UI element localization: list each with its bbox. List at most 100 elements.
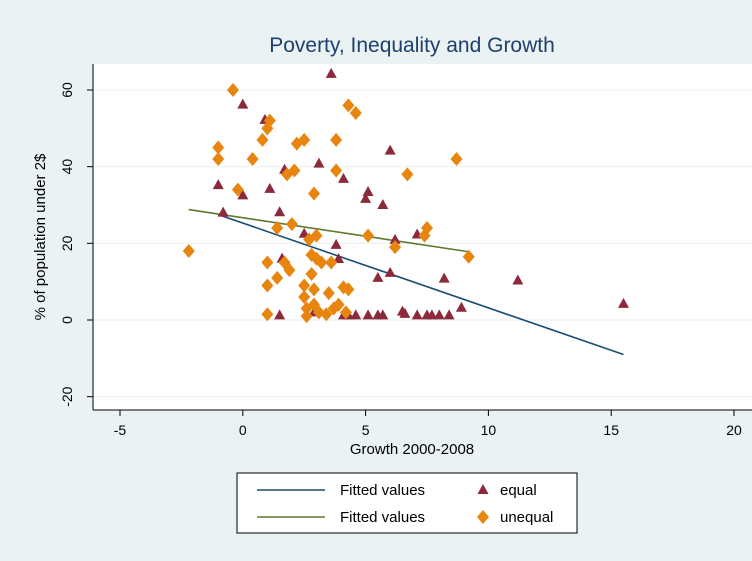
legend-marker-equal bbox=[477, 484, 489, 494]
x-tick-label: 0 bbox=[239, 422, 247, 438]
chart-title: Poverty, Inequality and Growth bbox=[269, 34, 555, 57]
equal-point bbox=[212, 179, 224, 190]
y-tick-label: 40 bbox=[59, 159, 75, 175]
y-axis-label: % of population under 2$ bbox=[32, 153, 49, 320]
equal-point bbox=[455, 301, 467, 312]
unequal-point bbox=[285, 217, 298, 232]
unequal-point bbox=[342, 282, 355, 297]
unequal-point bbox=[421, 221, 433, 235]
unequal-point bbox=[226, 83, 239, 97]
unequal-point bbox=[288, 163, 301, 178]
unequal-point bbox=[389, 240, 402, 255]
equal-point bbox=[350, 309, 362, 320]
legend-label: equal bbox=[500, 482, 537, 499]
equal-point bbox=[399, 307, 411, 318]
equal-point bbox=[333, 253, 345, 264]
unequal-point bbox=[271, 270, 284, 285]
x-tick-label: 20 bbox=[726, 422, 742, 438]
equal-point bbox=[264, 182, 276, 193]
unequal-point bbox=[325, 255, 338, 270]
unequal-point bbox=[212, 152, 225, 166]
unequal-point bbox=[256, 132, 269, 147]
equal-point bbox=[384, 266, 396, 277]
unequal-point bbox=[231, 182, 244, 197]
equal-point bbox=[389, 233, 401, 244]
data-points bbox=[182, 67, 629, 324]
unequal-point bbox=[261, 307, 274, 322]
equal-point bbox=[360, 192, 372, 203]
equal-point bbox=[237, 98, 249, 109]
unequal-point bbox=[263, 113, 276, 128]
equal-point bbox=[237, 189, 249, 200]
unequal-point bbox=[332, 297, 345, 312]
fitted-line-unequal bbox=[188, 208, 469, 253]
unequal-point bbox=[322, 286, 335, 301]
unequal-point bbox=[298, 278, 311, 293]
unequal-point bbox=[300, 309, 313, 324]
unequal-point bbox=[315, 255, 328, 270]
equal-point bbox=[337, 172, 349, 183]
unequal-point bbox=[308, 186, 321, 201]
y-tick-label: 60 bbox=[59, 82, 75, 98]
unequal-point bbox=[330, 132, 343, 147]
equal-point bbox=[377, 309, 389, 320]
unequal-point bbox=[349, 106, 362, 120]
unequal-point bbox=[305, 247, 318, 262]
equal-point bbox=[411, 309, 423, 320]
unequal-point bbox=[362, 228, 375, 243]
unequal-point bbox=[330, 163, 343, 178]
unequal-point bbox=[339, 305, 352, 320]
axes: -20 0 20 40 60 -5 0 5 10 15 20 bbox=[59, 64, 752, 438]
unequal-point bbox=[298, 132, 311, 147]
equal-point bbox=[330, 238, 342, 249]
y-tick-label: -20 bbox=[59, 386, 75, 406]
unequal-point bbox=[246, 152, 259, 166]
x-tick-label: 10 bbox=[481, 422, 497, 438]
legend-marker-unequal bbox=[477, 510, 489, 524]
legend: Fitted values equal Fitted values unequal bbox=[236, 472, 578, 534]
unequal-point bbox=[182, 244, 195, 258]
equal-point bbox=[443, 309, 455, 320]
equal-point bbox=[617, 297, 629, 308]
equal-point bbox=[274, 206, 286, 217]
x-axis-label: Growth 2000-2008 bbox=[350, 441, 474, 458]
equal-point bbox=[384, 144, 396, 155]
fitted-lines bbox=[188, 208, 624, 356]
unequal-point bbox=[462, 249, 475, 264]
legend-label: Fitted values bbox=[340, 509, 425, 526]
equal-point bbox=[217, 206, 229, 217]
fitted-line-equal bbox=[217, 213, 624, 356]
unequal-point bbox=[212, 140, 225, 155]
x-tick-label: 5 bbox=[362, 422, 370, 438]
grid-lines bbox=[93, 89, 752, 398]
equal-point bbox=[325, 67, 337, 78]
unequal-point bbox=[310, 228, 323, 243]
legend-label: Fitted values bbox=[340, 482, 425, 499]
y-tick-label: 0 bbox=[59, 316, 75, 324]
unequal-point bbox=[308, 282, 321, 297]
unequal-point bbox=[450, 152, 463, 166]
unequal-point bbox=[298, 290, 311, 304]
unequal-point bbox=[305, 267, 318, 281]
equal-point bbox=[438, 272, 450, 283]
equal-point bbox=[512, 274, 524, 285]
y-tick-label: 20 bbox=[59, 235, 75, 251]
equal-point bbox=[274, 309, 286, 320]
equal-point bbox=[426, 309, 438, 320]
unequal-point bbox=[261, 255, 274, 270]
unequal-point bbox=[401, 167, 414, 182]
equal-point bbox=[313, 157, 325, 168]
unequal-point bbox=[342, 98, 355, 113]
unequal-point bbox=[283, 263, 296, 278]
x-tick-label: 15 bbox=[603, 422, 619, 438]
unequal-point bbox=[320, 307, 333, 322]
equal-point bbox=[362, 309, 374, 320]
legend-label: unequal bbox=[500, 509, 553, 526]
x-tick-label: -5 bbox=[114, 422, 127, 438]
unequal-point bbox=[271, 221, 284, 235]
unequal-point bbox=[261, 278, 274, 293]
equal-point bbox=[377, 199, 389, 209]
legend-box bbox=[236, 472, 578, 534]
equal-point bbox=[372, 271, 384, 282]
